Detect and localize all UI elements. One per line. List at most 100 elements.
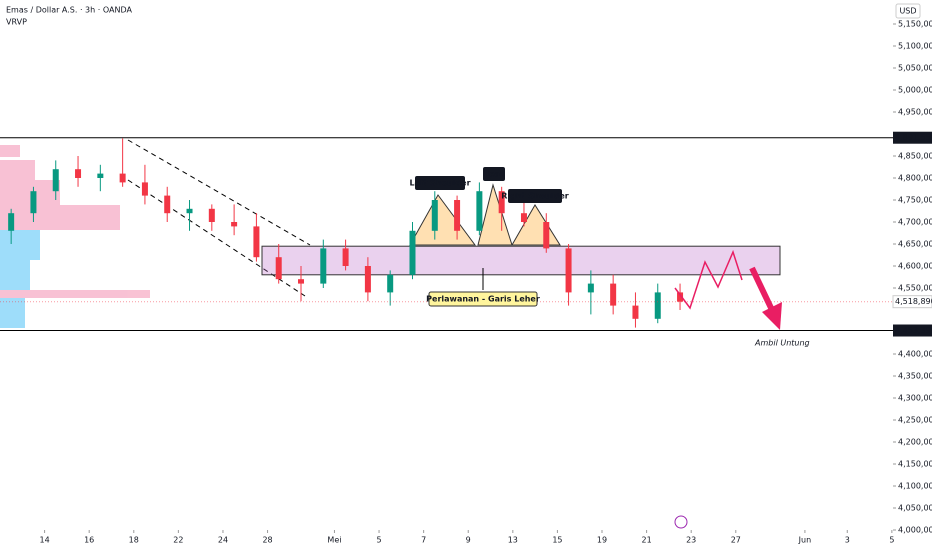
candle-body: [498, 191, 505, 214]
x-tick-label: 3: [845, 536, 850, 545]
annotation: Left Shoulder: [409, 179, 470, 188]
price-axis: [893, 0, 932, 550]
y-tick-label: 4,400,000: [898, 349, 932, 358]
last-price-label: 4,518,890: [895, 297, 932, 306]
level-label: 4,891,550: [895, 133, 932, 142]
candle-body: [654, 292, 661, 319]
annotation-box: [415, 176, 465, 190]
x-tick-label: 9: [466, 536, 471, 545]
time-axis: [0, 530, 932, 550]
annotation-box: [508, 189, 562, 203]
y-tick-label: 4,100,000: [898, 481, 932, 490]
currency: USD: [899, 7, 916, 16]
y-tick-label: 5,150,000: [898, 19, 932, 28]
x-tick-label: 5: [889, 536, 894, 545]
x-tick-label: 19: [597, 536, 607, 545]
indicator: VRVP: [6, 18, 27, 27]
y-tick-label: 4,600,000: [898, 261, 932, 270]
y-tick-label: 4,050,000: [898, 503, 932, 512]
arrow-head: [762, 302, 782, 330]
candle-body: [543, 221, 550, 249]
y-tick-label: 4,950,000: [898, 107, 932, 116]
candle-body: [476, 191, 483, 231]
currency-box[interactable]: [895, 3, 921, 19]
last-price-tag: [892, 295, 932, 309]
candle-body: [520, 213, 527, 222]
annotation: Ambil Untung: [754, 339, 810, 348]
candle-body: [565, 248, 572, 293]
candle-body: [30, 191, 37, 214]
level-tag: [893, 131, 932, 144]
y-tick-label: 4,350,000: [898, 371, 932, 380]
candle-body: [677, 292, 684, 302]
event-icon[interactable]: [674, 515, 688, 529]
candle-body: [298, 279, 305, 284]
y-tick-label: 4,700,000: [898, 217, 932, 226]
y-tick-label: 4,200,000: [898, 437, 932, 446]
annotation-box: [428, 291, 538, 307]
x-tick-label: 14: [39, 536, 49, 545]
candle-body: [320, 248, 327, 284]
level-label: 4,453,390: [895, 326, 932, 335]
channel-line: [127, 139, 311, 246]
candle-body: [632, 305, 639, 319]
candle-body: [141, 182, 148, 196]
candle-body: [253, 226, 260, 258]
x-tick-label: 13: [508, 536, 518, 545]
y-tick-label: 4,850,000: [898, 151, 932, 160]
x-tick-label: Jun: [798, 536, 812, 545]
y-tick-label: 4,150,000: [898, 459, 932, 468]
arrow: [749, 266, 775, 312]
x-tick-label: 21: [642, 536, 652, 545]
candle-body: [186, 208, 193, 214]
annotation-box: [483, 167, 505, 181]
annotations: Left Shoulder Head Right Shoulder Perlawana…: [409, 167, 810, 348]
candle-body: [387, 274, 394, 293]
candle-body: [208, 208, 215, 222]
y-tick-label: 4,550,000: [898, 283, 932, 292]
volume-profile: [0, 145, 150, 328]
x-tick-label: 15: [552, 536, 562, 545]
candle-body: [164, 195, 171, 214]
candle-body: [75, 169, 82, 178]
candle-body: [364, 265, 371, 293]
candle-body: [231, 221, 238, 227]
annotation: Perlawanan - Garis Leher: [426, 295, 540, 304]
candle-body: [8, 213, 15, 231]
candle-body: [97, 173, 104, 178]
x-tick-label: Mei: [327, 536, 341, 545]
x-tick-label: 7: [421, 536, 426, 545]
x-tick-label: 28: [262, 536, 272, 545]
x-tick-label: 18: [129, 536, 139, 545]
axes: 4,891,550 4,453,390 5,150,000 5,100,000 5,05…: [39, 19, 932, 545]
candle-body: [275, 257, 282, 280]
candle-body: [454, 199, 461, 231]
annotation: Right Shoulder: [501, 192, 568, 201]
candle-body: [119, 173, 126, 183]
y-tick-label: 4,300,000: [898, 393, 932, 402]
candle-body: [409, 230, 416, 275]
x-tick-label: 23: [686, 536, 696, 545]
chart-title: Emas / Dollar A.S. · 3h · OANDA: [6, 6, 132, 15]
x-tick-label: 22: [173, 536, 183, 545]
candle-body: [587, 283, 594, 293]
level-tag: [893, 324, 932, 337]
y-tick-label: 4,650,000: [898, 239, 932, 248]
candle-body: [342, 248, 349, 266]
y-tick-label: 5,000,000: [898, 85, 932, 94]
plot: [0, 137, 893, 332]
y-tick-label: 5,050,000: [898, 63, 932, 72]
candle-body: [610, 283, 617, 306]
x-tick-label: 5: [376, 536, 381, 545]
x-tick-label: 24: [218, 536, 228, 545]
x-tick-label: 16: [84, 536, 94, 545]
candle-body: [52, 169, 59, 192]
y-tick-label: 4,000,000: [898, 525, 932, 534]
projection: [674, 249, 743, 310]
y-tick-label: 4,750,000: [898, 195, 932, 204]
y-tick-label: 4,250,000: [898, 415, 932, 424]
y-tick-label: 4,800,000: [898, 173, 932, 182]
x-tick-label: 27: [731, 536, 741, 545]
